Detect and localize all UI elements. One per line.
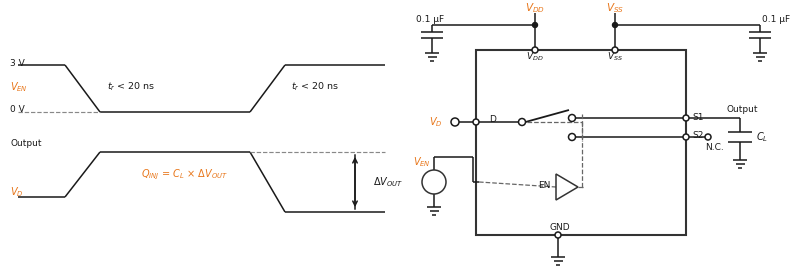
Text: 0.1 µF: 0.1 µF [762,15,791,24]
Text: $t_r$ < 20 ns: $t_r$ < 20 ns [291,81,340,93]
Text: $V_{DD}$: $V_{DD}$ [525,1,545,15]
Circle shape [451,118,459,126]
Text: Output: Output [726,104,758,113]
Circle shape [613,22,617,27]
Circle shape [705,134,711,140]
Circle shape [532,47,538,53]
Text: EN: EN [538,181,550,190]
Circle shape [555,232,561,238]
Text: $\Delta V_{OUT}$: $\Delta V_{OUT}$ [373,175,403,189]
Circle shape [683,134,689,140]
Text: 0 V: 0 V [10,106,25,115]
Text: S2: S2 [692,132,704,141]
Circle shape [612,47,618,53]
Text: $V_{EN}$: $V_{EN}$ [413,155,431,169]
Text: $t_r$ < 20 ns: $t_r$ < 20 ns [107,81,155,93]
Circle shape [532,22,538,27]
Text: $V_D$: $V_D$ [429,115,443,129]
Bar [476,50,686,235]
Text: $V_{DD}$: $V_{DD}$ [526,51,544,63]
Text: S1: S1 [692,113,704,122]
Text: N.C.: N.C. [705,143,724,153]
Text: $V_{EN}$: $V_{EN}$ [10,80,28,94]
Circle shape [568,134,576,141]
Circle shape [518,118,526,125]
Text: D: D [489,115,496,125]
Circle shape [473,119,479,125]
Text: Output: Output [10,139,42,148]
Text: $V_{SS}$: $V_{SS}$ [607,51,623,63]
Circle shape [568,115,576,122]
Text: $Q_{INJ}$ = $C_L$ × $\Delta V_{OUT}$: $Q_{INJ}$ = $C_L$ × $\Delta V_{OUT}$ [142,168,229,182]
Text: $C_L$: $C_L$ [756,130,768,144]
Text: 0.1 µF: 0.1 µF [416,15,444,24]
Circle shape [422,170,446,194]
Text: 3 V: 3 V [10,59,25,67]
Text: $V_{SS}$: $V_{SS}$ [606,1,624,15]
Text: GND: GND [550,223,570,232]
Circle shape [683,115,689,121]
Text: $V_D$: $V_D$ [10,185,23,199]
